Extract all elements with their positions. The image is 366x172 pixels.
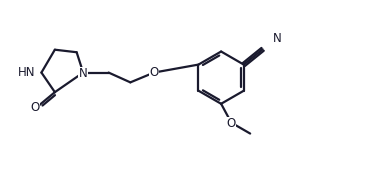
- Text: O: O: [227, 117, 236, 130]
- Text: HN: HN: [18, 66, 35, 79]
- Text: N: N: [79, 67, 87, 80]
- Text: O: O: [149, 66, 158, 79]
- Text: N: N: [273, 32, 281, 45]
- Text: O: O: [31, 101, 40, 114]
